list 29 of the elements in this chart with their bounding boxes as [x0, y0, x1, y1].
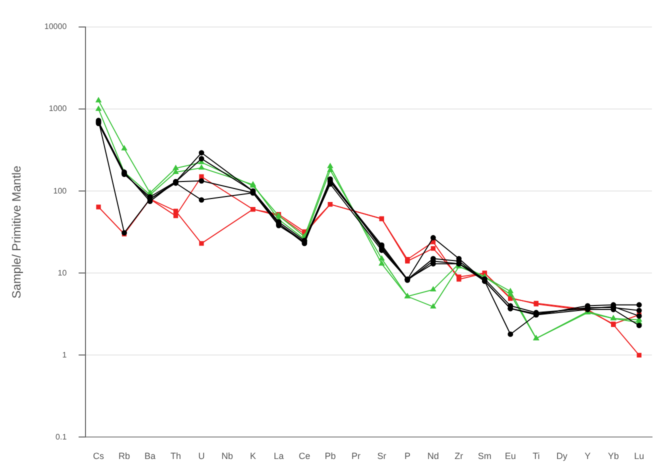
- x-tick-label: La: [274, 451, 284, 462]
- x-tick-label: Pr: [351, 451, 360, 462]
- x-tick-label: K: [250, 451, 256, 462]
- x-tick-label: Sm: [478, 451, 492, 462]
- x-tick-label: Zr: [454, 451, 464, 462]
- x-tick-label: Cs: [93, 451, 105, 462]
- x-tick-label: Rb: [118, 451, 130, 462]
- y-tick-label: 1: [62, 350, 68, 360]
- x-tick-label: Dy: [556, 451, 568, 462]
- x-tick-label: Lu: [634, 451, 644, 462]
- y-tick-label: 100: [53, 186, 68, 196]
- x-tick-label: Ce: [298, 451, 310, 462]
- x-tick-label: Ti: [532, 451, 540, 462]
- x-tick-label: Nb: [221, 451, 233, 462]
- y-tick-label: 10: [58, 268, 68, 278]
- x-tick-label: Eu: [504, 451, 516, 462]
- x-tick-label: Th: [170, 451, 182, 462]
- x-tick-label: Yb: [608, 451, 619, 462]
- y-tick-label: 1000: [48, 104, 68, 114]
- x-tick-label: P: [404, 451, 410, 462]
- x-tick-label: Y: [584, 451, 591, 462]
- x-tick-label: Pb: [324, 451, 336, 462]
- y-tick-label: 0.1: [56, 432, 68, 442]
- y-axis-title: Sample/ Primitive Mantle: [10, 165, 24, 298]
- x-tick-label: U: [198, 451, 205, 462]
- x-tick-label: Ba: [144, 451, 156, 462]
- y-tick-label: 10000: [44, 22, 68, 32]
- x-tick-label: Sr: [377, 451, 386, 462]
- x-tick-label: Nd: [427, 451, 439, 462]
